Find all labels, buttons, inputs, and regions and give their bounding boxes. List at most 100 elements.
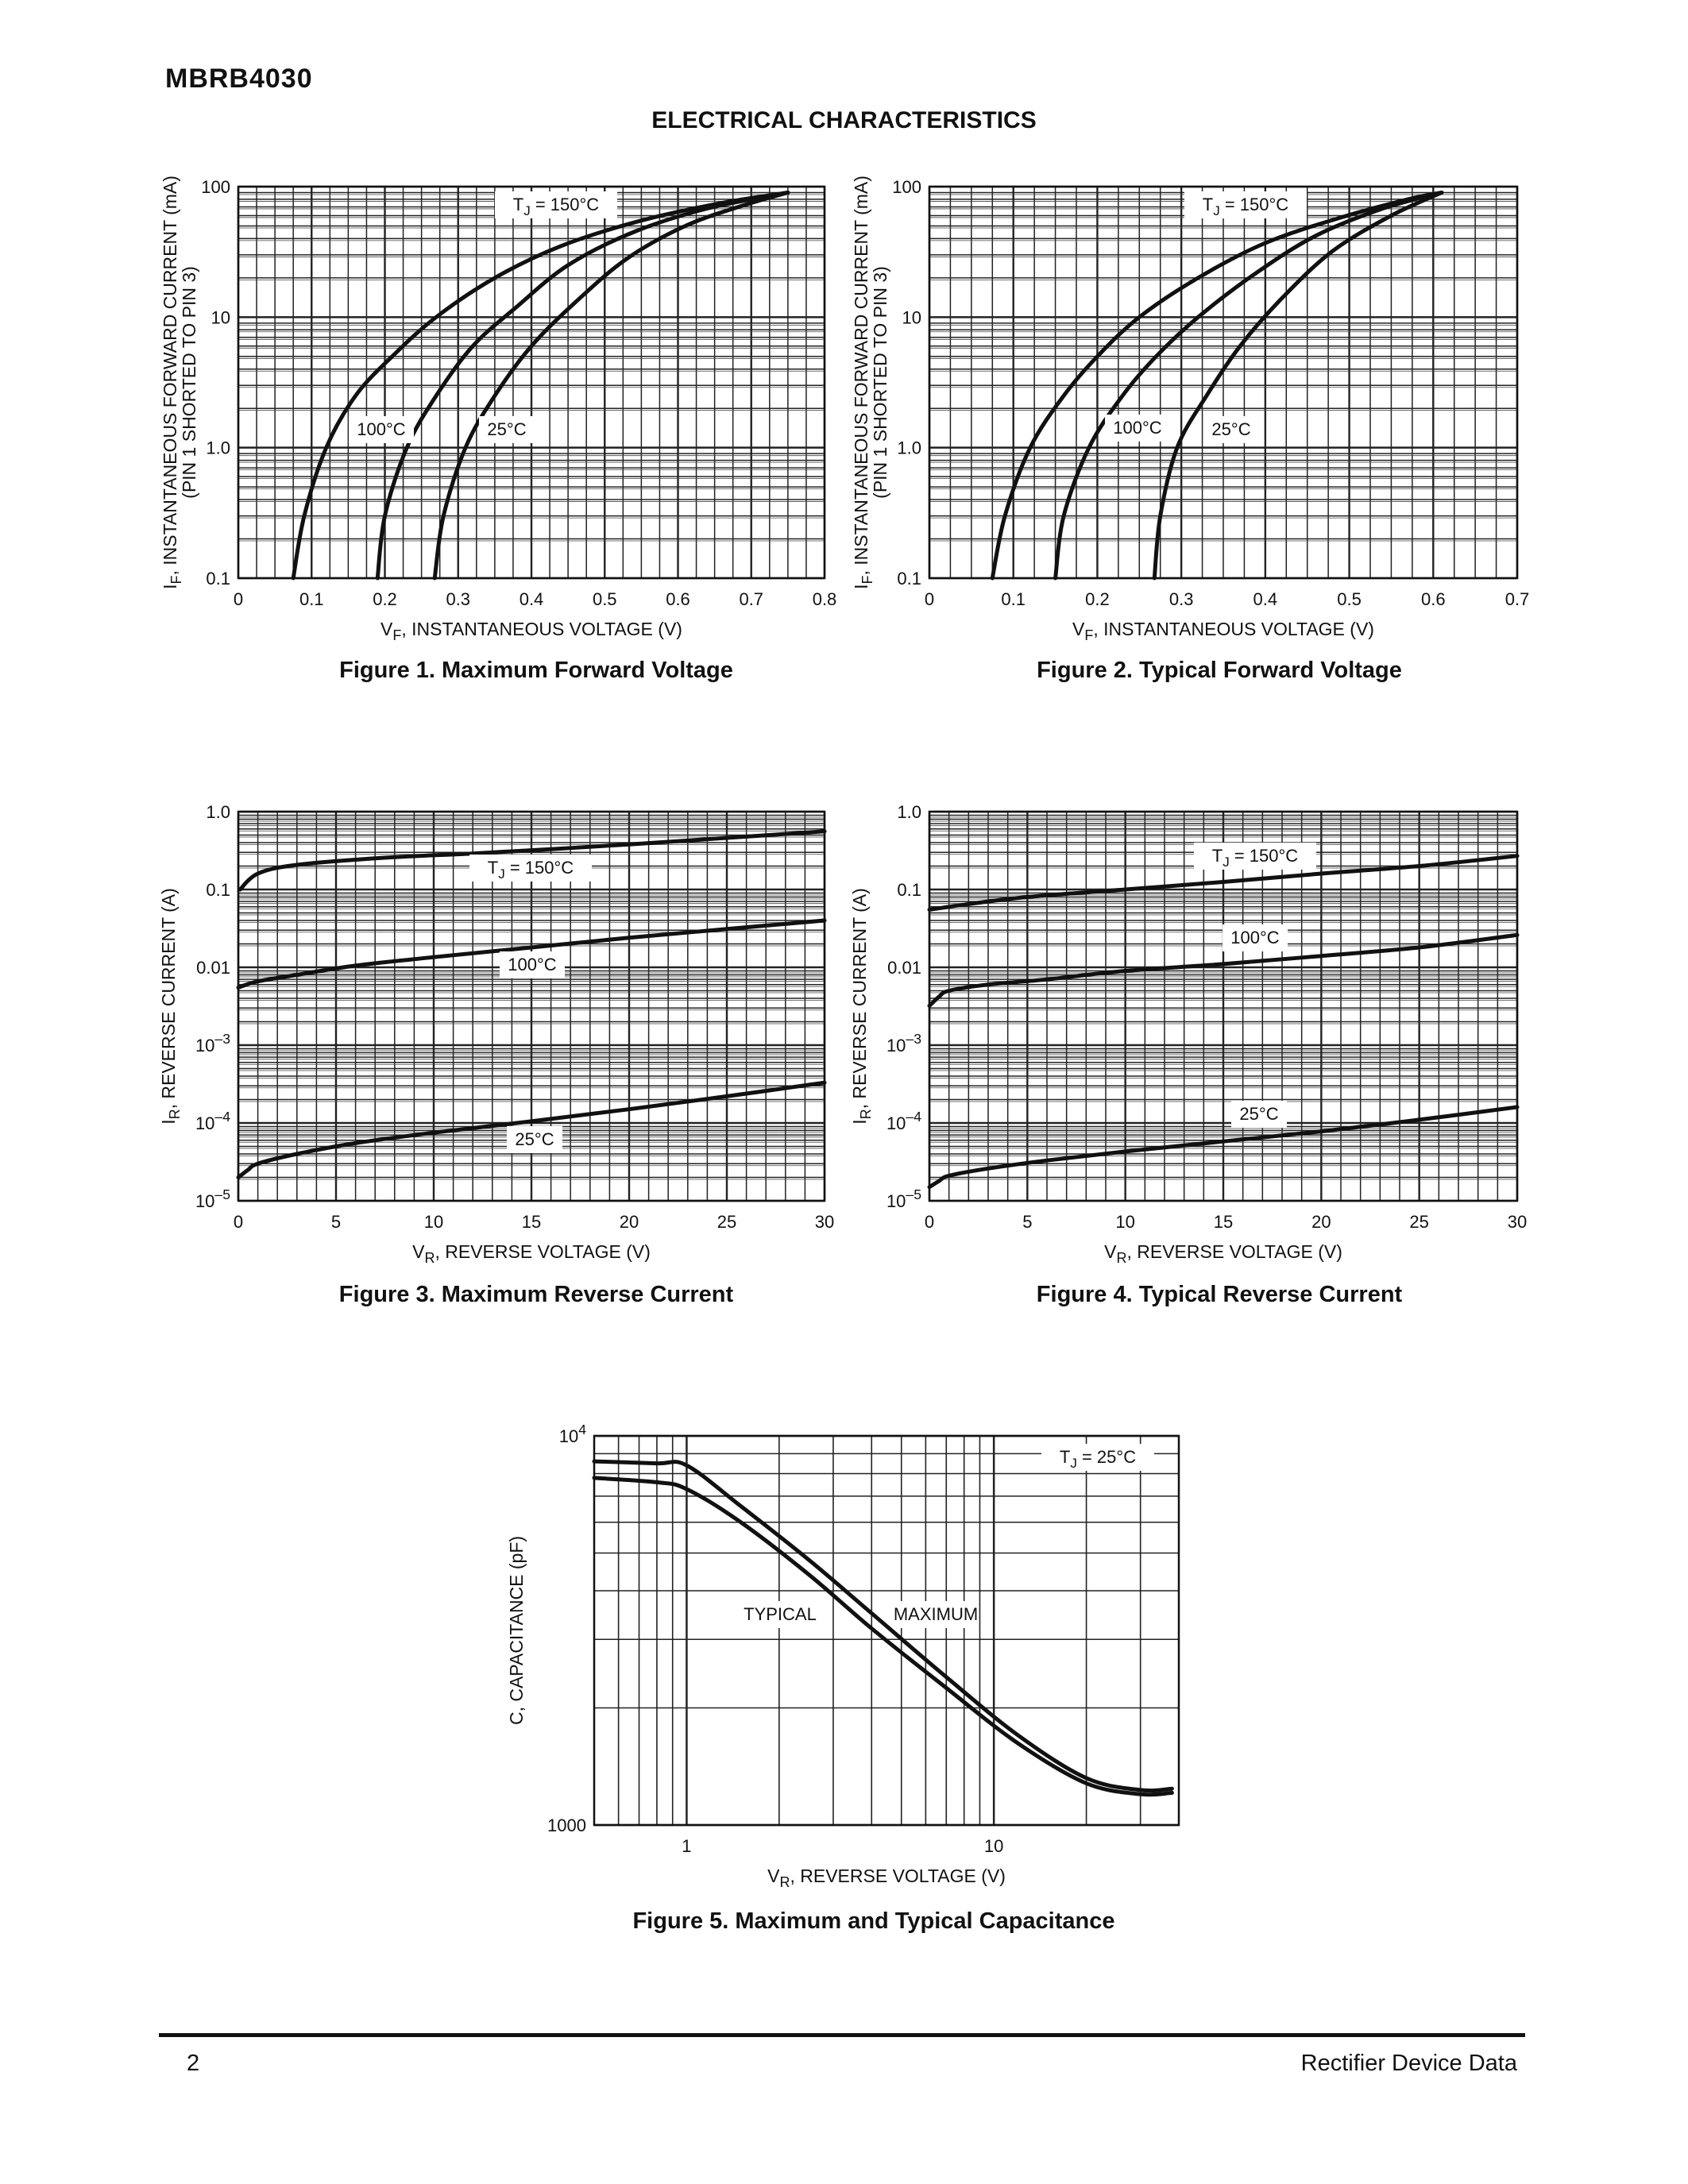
fig3-y-tick-label: 10–5 bbox=[195, 1187, 230, 1211]
fig5-series-line bbox=[592, 1476, 1174, 1797]
fig5-y-tick-label: 104 bbox=[559, 1422, 586, 1446]
fig3-y-tick-label: 10–4 bbox=[195, 1109, 230, 1133]
fig2-series-line bbox=[990, 191, 1444, 581]
figure-1-chart: 0 0.1 0.2 0.3 0.4 0.5 0.6 0.7 0.80.11.010100VF, … bbox=[160, 176, 836, 643]
fig2-frame bbox=[928, 185, 1519, 580]
part-number: MBRB4030 bbox=[165, 64, 313, 94]
footer-text: Rectifier Device Data bbox=[1300, 2051, 1517, 2076]
figure-2-caption: Figure 2. Typical Forward Voltage bbox=[1037, 658, 1402, 683]
fig3-y-axis-label: IR, REVERSE CURRENT (A) bbox=[158, 888, 183, 1125]
fig4-y-axis-label: IR, REVERSE CURRENT (A) bbox=[849, 888, 874, 1125]
fig1-series-line bbox=[375, 191, 790, 581]
fig5-y-axis-label: C, CAPACITANCE (pF) bbox=[506, 1536, 527, 1725]
fig1-y-tick-label: 0.1 bbox=[206, 569, 230, 588]
fig5-frame bbox=[593, 1434, 1180, 1827]
fig2-x-tick-label: 0.3 bbox=[1169, 589, 1194, 609]
svg-text:100°C: 100°C bbox=[1230, 928, 1280, 947]
fig2-x-tick-label: 0.7 bbox=[1505, 589, 1530, 609]
fig1-x-tick-label: 0 bbox=[234, 589, 243, 609]
fig1-series-line bbox=[291, 191, 790, 581]
fig2-x-axis-label: VF, INSTANTANEOUS VOLTAGE (V) bbox=[1072, 619, 1374, 643]
fig4-y-tick-label: 1.0 bbox=[897, 802, 921, 822]
fig3-x-tick-label: 5 bbox=[331, 1212, 341, 1232]
fig3-annotation: 100°C bbox=[500, 951, 565, 978]
page-number: 2 bbox=[187, 2051, 200, 2076]
fig1-x-tick-label: 0.7 bbox=[739, 589, 763, 609]
fig4-annotation: 100°C bbox=[1223, 924, 1288, 951]
fig3-series-line bbox=[236, 918, 827, 990]
fig2-x-tick-label: 0.6 bbox=[1421, 589, 1446, 609]
fig1-annotation: 25°C bbox=[479, 416, 535, 443]
fig4-y-tick-label: 0.1 bbox=[897, 880, 921, 900]
fig5-annotation: TJ = 25°C bbox=[1041, 1444, 1154, 1471]
fig1-x-tick-label: 0.3 bbox=[446, 589, 470, 609]
fig1-y-tick-label: 100 bbox=[201, 177, 230, 197]
fig3-annotation: TJ = 150°C bbox=[469, 855, 592, 882]
svg-text:25°C: 25°C bbox=[1239, 1104, 1278, 1124]
fig3-x-tick-label: 0 bbox=[234, 1212, 243, 1232]
fig3-series-line bbox=[238, 829, 827, 892]
fig3-x-tick-label: 20 bbox=[620, 1212, 639, 1232]
svg-text:25°C: 25°C bbox=[515, 1129, 554, 1149]
section-title: ELECTRICAL CHARACTERISTICS bbox=[651, 107, 1037, 133]
fig1-x-tick-label: 0.4 bbox=[520, 589, 544, 609]
svg-text:25°C: 25°C bbox=[1211, 419, 1250, 439]
fig2-y-tick-label: 1.0 bbox=[897, 438, 921, 458]
fig2-y-axis-label: IF, INSTANTANEOUS FORWARD CURRENT (mA) bbox=[851, 176, 875, 589]
fig5-x-axis-label: VR, REVERSE VOLTAGE (V) bbox=[767, 1866, 1006, 1890]
fig4-annotation: 25°C bbox=[1231, 1101, 1287, 1128]
figure-4-chart: 0 5 10 15 20 25 30 10–5 10–4 10–3 0.01 0.1 1.0 VR, RE… bbox=[849, 802, 1527, 1266]
svg-text:25°C: 25°C bbox=[487, 419, 526, 439]
fig3-annotation: 25°C bbox=[507, 1126, 562, 1153]
fig1-y-tick-label: 1.0 bbox=[206, 438, 230, 458]
fig3-y-tick-label: 1.0 bbox=[206, 802, 230, 822]
fig4-x-tick-label: 0 bbox=[925, 1212, 934, 1232]
fig4-y-tick-label: 10–4 bbox=[886, 1109, 921, 1133]
fig4-series-line bbox=[927, 932, 1520, 1008]
svg-text:TJ = 150°C: TJ = 150°C bbox=[1212, 846, 1299, 870]
svg-text:TYPICAL: TYPICAL bbox=[744, 1604, 817, 1624]
fig2-y-tick-label: 10 bbox=[902, 307, 921, 327]
fig1-x-axis-label: VF, INSTANTANEOUS VOLTAGE (V) bbox=[380, 619, 682, 643]
fig4-x-tick-label: 30 bbox=[1508, 1212, 1527, 1232]
fig2-annotation: 25°C bbox=[1203, 416, 1259, 443]
fig1-series-line bbox=[432, 191, 790, 581]
figure-3-chart: 0 5 10 15 20 25 30 10–5 10–4 10–3 0.01 0.1 1.0 VR, RE… bbox=[158, 802, 834, 1266]
fig2-y-tick-label: 0.1 bbox=[897, 569, 921, 588]
fig1-frame bbox=[237, 185, 826, 580]
fig1-annotation: TJ = 150°C bbox=[495, 191, 617, 218]
fig4-y-tick-label: 10–5 bbox=[886, 1187, 921, 1211]
svg-text:TJ = 150°C: TJ = 150°C bbox=[1203, 195, 1289, 218]
fig5-series-line bbox=[592, 1459, 1174, 1793]
fig3-x-tick-label: 25 bbox=[717, 1212, 736, 1232]
fig4-x-tick-label: 25 bbox=[1409, 1212, 1428, 1232]
fig4-series-line bbox=[927, 1105, 1520, 1190]
fig5-y-tick-label: 1000 bbox=[547, 1815, 586, 1835]
fig2-x-tick-label: 0.1 bbox=[1001, 589, 1026, 609]
figure-4-caption: Figure 4. Typical Reverse Current bbox=[1036, 1282, 1403, 1307]
svg-text:100°C: 100°C bbox=[508, 955, 557, 974]
fig1-x-tick-label: 0.8 bbox=[813, 589, 837, 609]
fig5-x-tick-label: 1 bbox=[682, 1836, 691, 1856]
fig2-y-tick-label: 100 bbox=[892, 177, 921, 197]
fig2-x-tick-label: 0.5 bbox=[1337, 589, 1362, 609]
fig4-y-tick-label: 10–3 bbox=[886, 1031, 921, 1055]
svg-text:MAXIMUM: MAXIMUM bbox=[894, 1604, 978, 1624]
fig3-x-axis-label: VR, REVERSE VOLTAGE (V) bbox=[412, 1241, 651, 1266]
fig2-x-tick-label: 0.4 bbox=[1253, 589, 1278, 609]
svg-text:100°C: 100°C bbox=[357, 419, 406, 439]
fig2-annotation: TJ = 150°C bbox=[1184, 191, 1307, 218]
fig1-grid bbox=[237, 185, 826, 580]
fig3-y-tick-label: 0.01 bbox=[196, 958, 230, 978]
fig4-x-axis-label: VR, REVERSE VOLTAGE (V) bbox=[1104, 1241, 1342, 1266]
figure-3-caption: Figure 3. Maximum Reverse Current bbox=[338, 1282, 734, 1307]
fig1-x-tick-label: 0.5 bbox=[593, 589, 617, 609]
fig3-x-tick-label: 15 bbox=[522, 1212, 541, 1232]
fig3-x-tick-label: 30 bbox=[815, 1212, 834, 1232]
figure-5-caption: Figure 5. Maximum and Typical Capacitanc… bbox=[632, 1908, 1115, 1934]
fig4-x-tick-label: 20 bbox=[1311, 1212, 1331, 1232]
svg-text:100°C: 100°C bbox=[1113, 418, 1162, 438]
fig3-frame bbox=[237, 810, 826, 1202]
